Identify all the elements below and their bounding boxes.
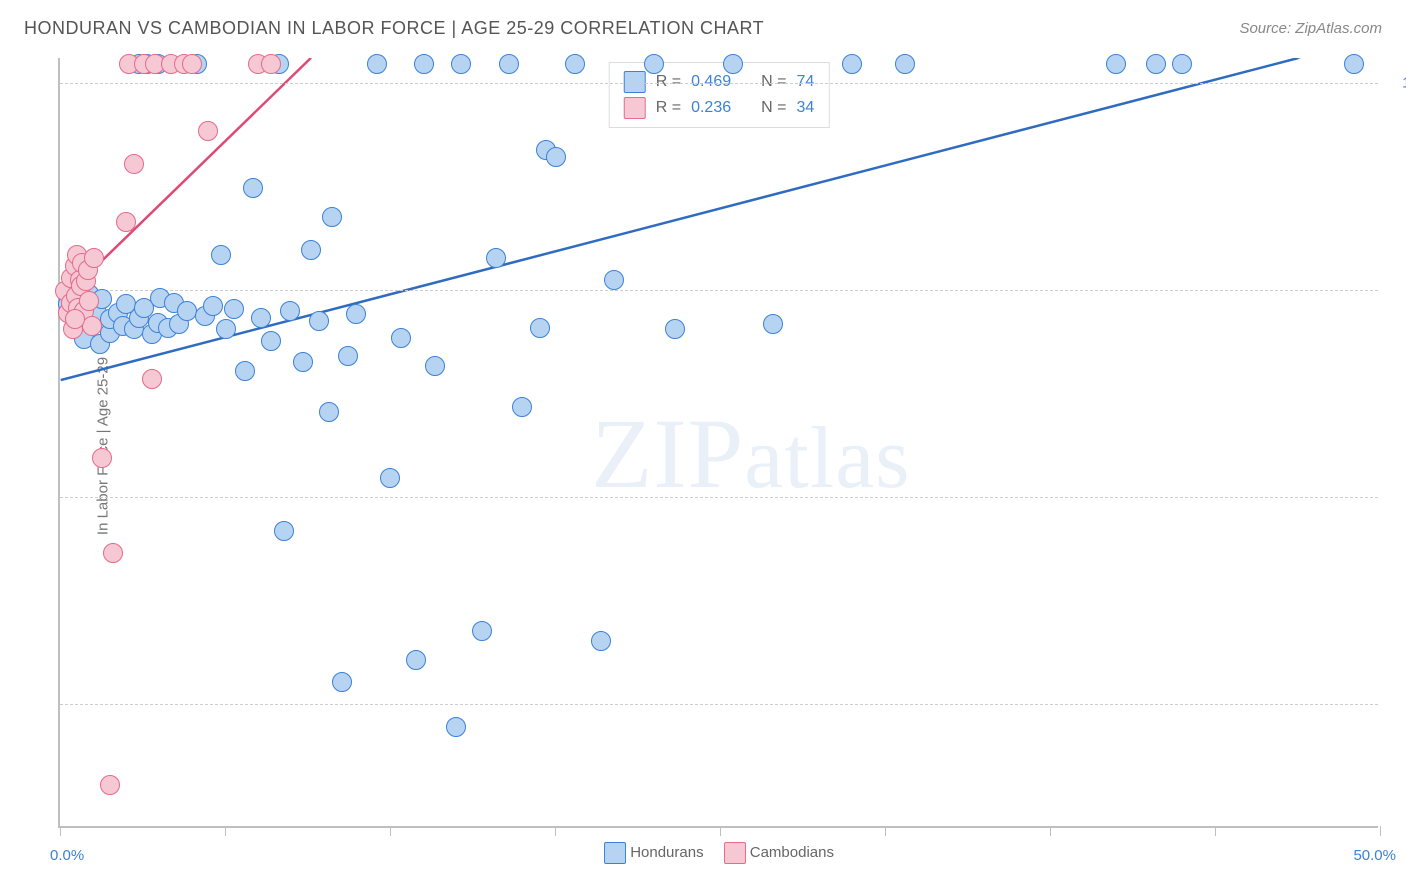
scatter-point-hondurans	[1146, 54, 1166, 74]
scatter-point-hondurans	[211, 245, 231, 265]
scatter-point-hondurans	[293, 352, 313, 372]
scatter-point-hondurans	[216, 319, 236, 339]
scatter-point-cambodians	[84, 248, 104, 268]
scatter-point-hondurans	[472, 621, 492, 641]
scatter-point-hondurans	[591, 631, 611, 651]
scatter-point-hondurans	[274, 521, 294, 541]
scatter-point-hondurans	[451, 54, 471, 74]
scatter-point-cambodians	[100, 775, 120, 795]
scatter-point-hondurans	[842, 54, 862, 74]
scatter-point-cambodians	[116, 212, 136, 232]
scatter-point-hondurans	[499, 54, 519, 74]
legend-swatch-cambodians	[724, 842, 746, 864]
gridline-h	[60, 497, 1378, 498]
legend-label: Hondurans	[630, 844, 703, 861]
legend-label: Cambodians	[750, 844, 834, 861]
scatter-point-hondurans	[391, 328, 411, 348]
legend-n-value: 34	[796, 99, 814, 117]
scatter-point-hondurans	[565, 54, 585, 74]
scatter-point-hondurans	[414, 54, 434, 74]
scatter-point-hondurans	[301, 240, 321, 260]
scatter-point-hondurans	[309, 311, 329, 331]
scatter-point-hondurans	[367, 54, 387, 74]
scatter-point-cambodians	[142, 369, 162, 389]
scatter-point-hondurans	[243, 178, 263, 198]
scatter-point-hondurans	[604, 270, 624, 290]
legend-row-cambodians: R = 0.236 N = 34	[624, 95, 815, 121]
scatter-point-hondurans	[530, 318, 550, 338]
legend-item-cambodians: Cambodians	[724, 842, 834, 864]
scatter-point-hondurans	[177, 301, 197, 321]
plot-area: ZIPatlas R =0.469N =74R =0.236N =34 0.0%…	[58, 58, 1378, 828]
x-axis-min-label: 0.0%	[50, 847, 84, 864]
gridline-h	[60, 83, 1378, 84]
scatter-point-hondurans	[446, 717, 466, 737]
y-tick-label: 62.5%	[1393, 695, 1406, 712]
gridline-h	[60, 290, 1378, 291]
watermark-suffix: atlas	[744, 410, 910, 507]
scatter-point-hondurans	[338, 346, 358, 366]
chart-title: HONDURAN VS CAMBODIAN IN LABOR FORCE | A…	[24, 18, 764, 39]
y-tick-label: 100.0%	[1393, 74, 1406, 91]
y-tick-label: 87.5%	[1393, 281, 1406, 298]
scatter-point-hondurans	[895, 54, 915, 74]
scatter-point-cambodians	[65, 309, 85, 329]
y-tick-label: 75.0%	[1393, 488, 1406, 505]
legend-item-hondurans: Hondurans	[604, 842, 704, 864]
scatter-point-hondurans	[251, 308, 271, 328]
watermark: ZIPatlas	[591, 396, 910, 511]
scatter-point-hondurans	[1172, 54, 1192, 74]
x-tick-mark	[555, 826, 556, 836]
scatter-point-hondurans	[280, 301, 300, 321]
scatter-point-hondurans	[512, 397, 532, 417]
x-axis-max-label: 50.0%	[1353, 847, 1396, 864]
scatter-point-hondurans	[224, 299, 244, 319]
scatter-point-cambodians	[103, 543, 123, 563]
x-tick-mark	[225, 826, 226, 836]
x-tick-mark	[1050, 826, 1051, 836]
scatter-point-cambodians	[124, 154, 144, 174]
x-tick-mark	[720, 826, 721, 836]
scatter-point-cambodians	[198, 121, 218, 141]
series-legend: Hondurans Cambodians	[604, 842, 834, 864]
legend-r-value: 0.236	[691, 99, 731, 117]
scatter-point-hondurans	[1106, 54, 1126, 74]
scatter-point-hondurans	[486, 248, 506, 268]
scatter-point-hondurans	[203, 296, 223, 316]
scatter-point-cambodians	[182, 54, 202, 74]
scatter-point-hondurans	[763, 314, 783, 334]
scatter-point-hondurans	[332, 672, 352, 692]
scatter-point-hondurans	[380, 468, 400, 488]
correlation-legend: R =0.469N =74R =0.236N =34	[609, 62, 830, 128]
scatter-point-cambodians	[82, 316, 102, 336]
x-tick-mark	[60, 826, 61, 836]
scatter-point-hondurans	[346, 304, 366, 324]
scatter-point-hondurans	[644, 54, 664, 74]
x-tick-mark	[390, 826, 391, 836]
scatter-point-cambodians	[261, 54, 281, 74]
watermark-prefix: ZIP	[591, 398, 744, 509]
scatter-point-hondurans	[665, 319, 685, 339]
source-attribution: Source: ZipAtlas.com	[1239, 20, 1382, 37]
legend-swatch-hondurans	[604, 842, 626, 864]
scatter-point-hondurans	[235, 361, 255, 381]
scatter-point-hondurans	[261, 331, 281, 351]
x-tick-mark	[1380, 826, 1381, 836]
scatter-point-hondurans	[319, 402, 339, 422]
scatter-point-cambodians	[79, 291, 99, 311]
scatter-point-hondurans	[406, 650, 426, 670]
legend-swatch-cambodians	[624, 97, 646, 119]
scatter-point-hondurans	[322, 207, 342, 227]
gridline-h	[60, 704, 1378, 705]
x-tick-mark	[885, 826, 886, 836]
legend-r-label: R =	[656, 99, 681, 117]
trend-lines-layer	[60, 58, 1378, 826]
scatter-point-hondurans	[1344, 54, 1364, 74]
scatter-point-cambodians	[92, 448, 112, 468]
scatter-point-hondurans	[425, 356, 445, 376]
x-tick-mark	[1215, 826, 1216, 836]
legend-n-label: N =	[761, 99, 786, 117]
scatter-point-hondurans	[546, 147, 566, 167]
scatter-point-hondurans	[723, 54, 743, 74]
